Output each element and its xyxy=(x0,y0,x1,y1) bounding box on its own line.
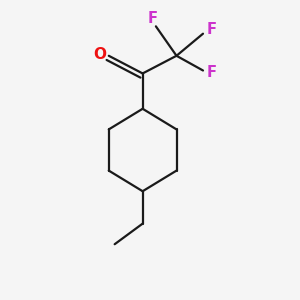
Text: O: O xyxy=(93,47,106,62)
Text: F: F xyxy=(206,65,216,80)
Text: F: F xyxy=(148,11,158,26)
Text: F: F xyxy=(206,22,216,37)
